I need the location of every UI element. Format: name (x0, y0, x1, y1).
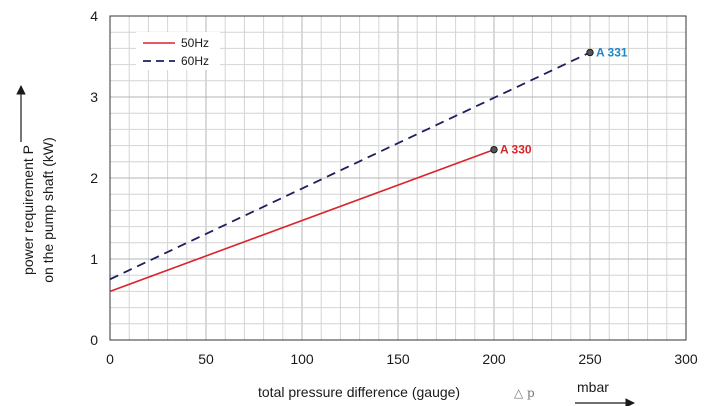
x-axis-symbol: △ p (514, 386, 535, 400)
x-tick-label: 150 (386, 351, 410, 367)
y-tick-label: 4 (90, 8, 98, 24)
y-tick-label: 0 (90, 332, 98, 348)
plot-frame (109, 15, 687, 341)
legend-box (136, 32, 220, 70)
endpoint-label-50hz: A 330 (500, 143, 532, 157)
y-tick-labels: 0 1 2 3 4 (90, 8, 98, 348)
legend: 50Hz 60Hz (136, 32, 220, 70)
series-line-50hz (109, 148, 495, 293)
x-tick-label: 250 (578, 351, 602, 367)
legend-label-60hz: 60Hz (181, 54, 209, 68)
x-tick-labels: 0 50 100 150 200 250 300 (106, 351, 698, 367)
x-tick-label: 0 (106, 351, 114, 367)
y-tick-label: 2 (90, 170, 98, 186)
x-axis-label: total pressure difference (gauge) (258, 384, 460, 400)
y-axis-label-line2: on the pump shaft (kW) (40, 137, 56, 283)
series-endpoint-60hz (586, 48, 594, 57)
y-axis-label-line1: power requirement P (20, 145, 36, 275)
series-layer: A 330 A 331 (109, 45, 628, 293)
y-tick-label: 3 (90, 89, 98, 105)
series-line-60hz (109, 51, 591, 281)
x-tick-label: 100 (290, 351, 314, 367)
x-tick-label: 300 (674, 351, 698, 367)
y-tick-label: 1 (90, 251, 98, 267)
series-endpoint-50hz (490, 145, 498, 154)
x-tick-label: 50 (198, 351, 214, 367)
legend-label-50hz: 50Hz (181, 36, 209, 50)
x-tick-label: 200 (482, 351, 506, 367)
x-axis-unit: mbar (577, 379, 609, 395)
y-axis-label: power requirement P on the pump shaft (k… (20, 137, 56, 283)
endpoint-label-60hz: A 331 (596, 45, 628, 59)
